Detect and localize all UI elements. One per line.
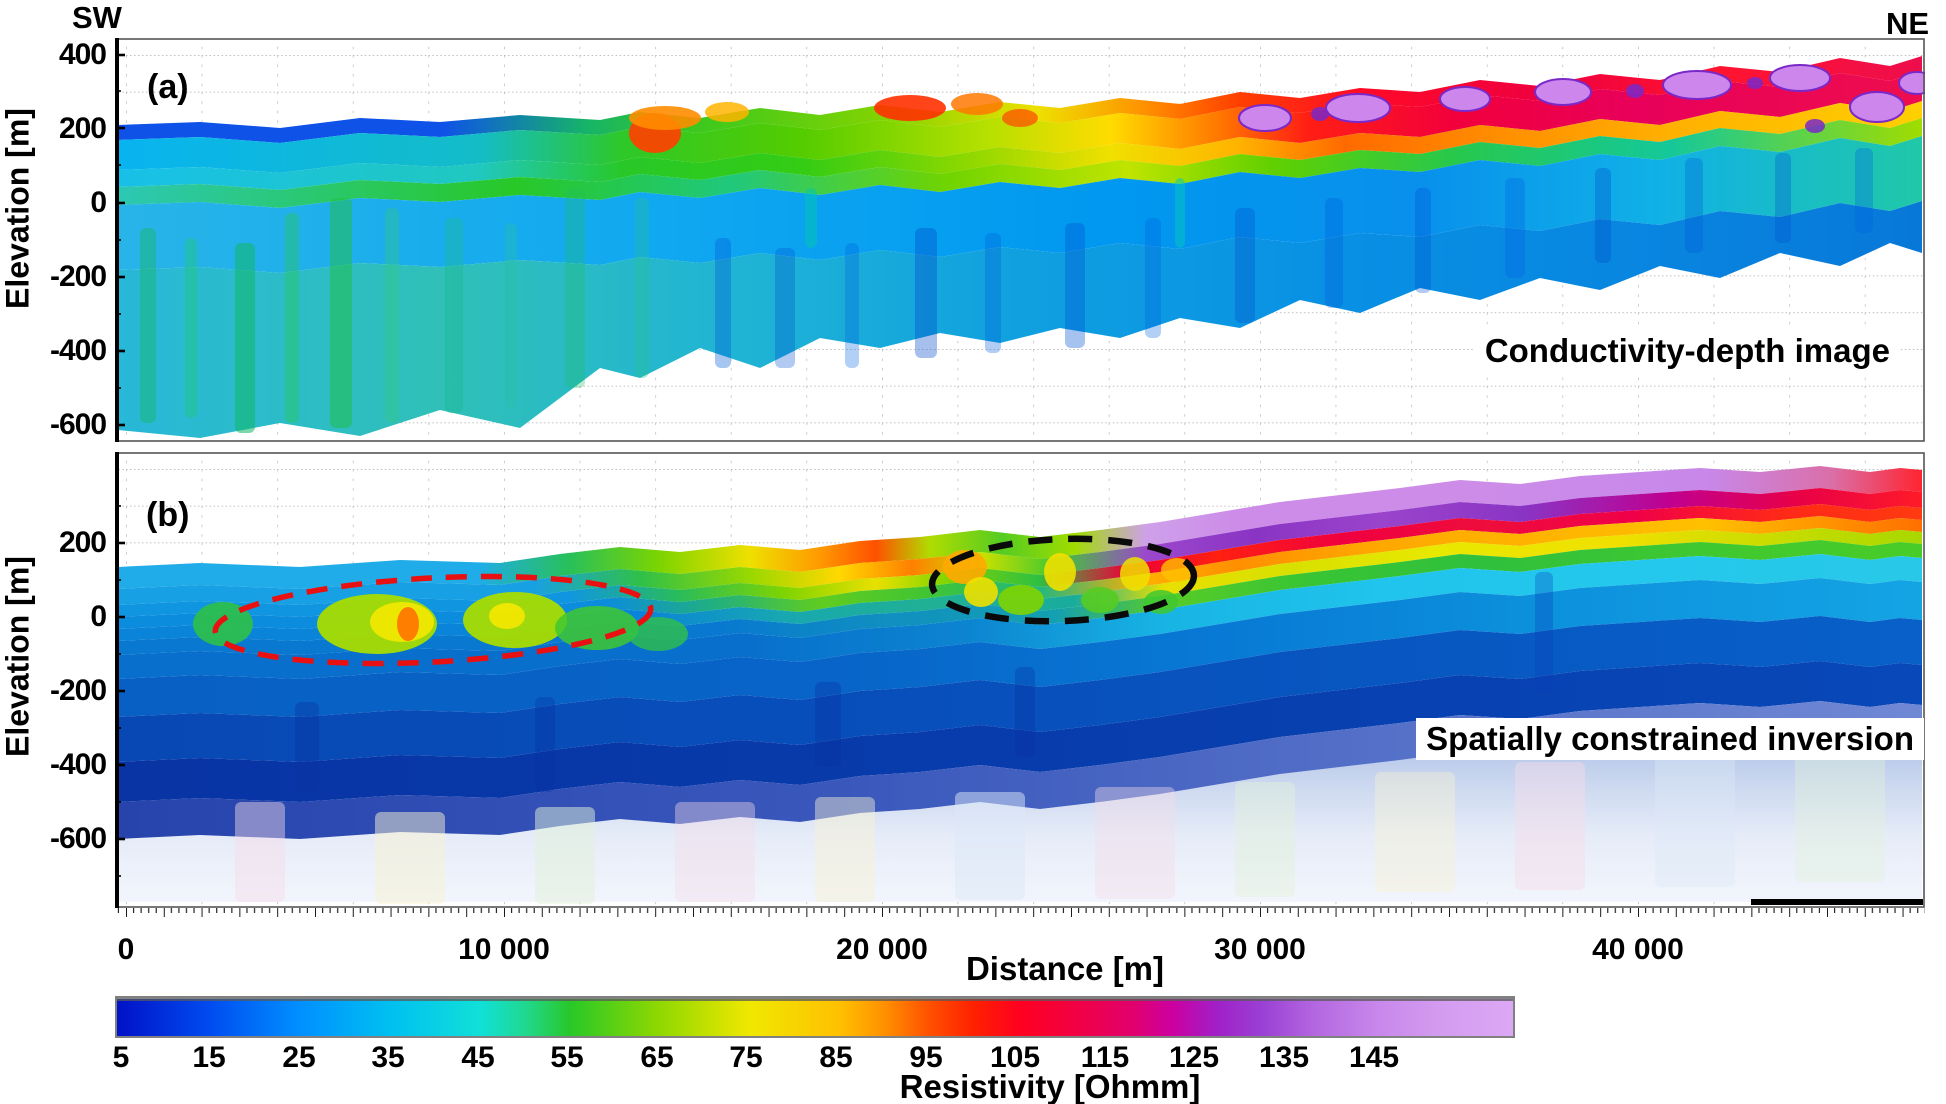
y-tick: 0 [90,186,107,219]
x-tick: 10 000 [458,933,550,966]
y-tick: 0 [90,600,107,633]
axis-highlight-segment [1751,899,1923,905]
colorbar [115,996,1515,1038]
red-dashed-ellipse-annotation [212,573,654,667]
x-axis-label: Distance [m] [965,950,1165,987]
panel-a-title: Conductivity-depth image [1474,330,1900,372]
colorbar-tick: 35 [371,1041,405,1074]
y-tick: -400 [49,334,107,367]
colorbar-label: Resistivity [Ohmm] [899,1068,1201,1104]
panel-b-y-ticks [115,505,125,877]
y-tick: -400 [49,748,107,781]
colorbar-tick: 115 [1080,1041,1130,1074]
colorbar-tick: 85 [819,1041,853,1074]
colorbar-gradient [116,999,1514,1037]
x-tick: 20 000 [836,933,928,966]
panel-a-resistivity-section [118,56,1925,438]
colorbar-tick: 25 [282,1041,316,1074]
panel-b-tag: (b) [146,496,190,534]
colorbar-tick: 15 [192,1041,226,1074]
panel-b-title: Spatially constrained inversion [1416,718,1924,760]
panel-a-heatmap [115,38,1925,442]
colorbar-tick: 135 [1258,1041,1310,1074]
colorbar-frame [115,996,1515,1038]
y-tick: -600 [49,408,107,441]
y-tick: 200 [58,526,107,559]
x-tick: 40 000 [1592,933,1684,966]
x-axis-tick-marks [115,908,1925,922]
panel-b-heatmap [115,452,1925,908]
colorbar-top-edge [116,997,1514,1001]
x-axis-ticks [115,908,1925,922]
colorbar-tick: 125 [1168,1041,1220,1074]
colorbar-tick: 65 [640,1041,674,1074]
y-tick: -600 [49,822,107,855]
colorbar-tick: 75 [729,1041,763,1074]
y-tick: 400 [58,38,107,71]
panel-a-y-ticks [115,53,125,427]
colorbar-tick: 95 [909,1041,943,1074]
x-tick: 0 [117,933,135,966]
y-tick: -200 [49,260,107,293]
colorbar-tick: 145 [1348,1041,1400,1074]
colorbar-tick: 55 [550,1041,584,1074]
black-dashed-ellipse-annotation [928,535,1198,625]
colorbar-tick: 105 [989,1041,1041,1074]
y-tick: -200 [49,674,107,707]
colorbar-tick: 45 [461,1041,495,1074]
panel-a-tag: (a) [147,68,189,106]
y-tick: 200 [58,112,107,145]
panel-b-resistivity-section [118,466,1922,904]
orientation-sw-label: SW [72,0,122,35]
colorbar-tick: 5 [112,1041,130,1074]
x-tick: 30 000 [1214,933,1306,966]
orientation-ne-label: NE [1886,6,1930,41]
